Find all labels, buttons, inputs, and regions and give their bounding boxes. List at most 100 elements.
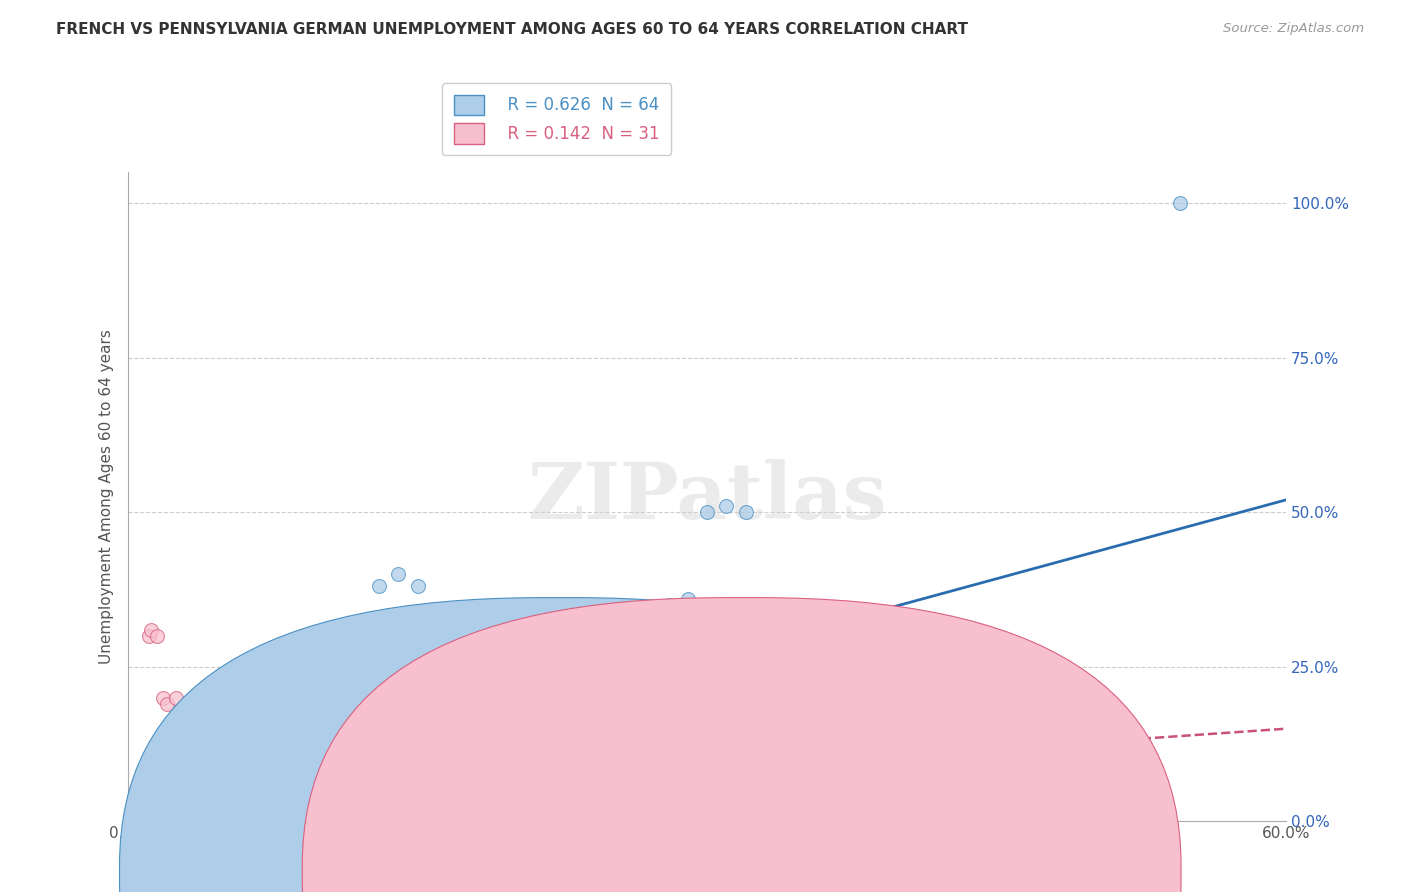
Point xyxy=(136,789,159,804)
Point xyxy=(122,802,145,816)
Point xyxy=(146,777,169,791)
Point xyxy=(122,796,145,810)
Point xyxy=(125,808,148,822)
Point xyxy=(131,796,153,810)
Text: Pennsylvania Germans: Pennsylvania Germans xyxy=(714,857,889,872)
Point xyxy=(188,734,211,748)
Point xyxy=(657,598,679,612)
Point xyxy=(142,783,165,797)
Point xyxy=(141,796,163,810)
Point xyxy=(209,734,232,748)
Point xyxy=(153,771,176,785)
Point xyxy=(136,783,159,797)
Point xyxy=(120,808,142,822)
Point xyxy=(128,796,150,810)
Point xyxy=(141,777,163,791)
Point xyxy=(135,789,157,804)
Text: French: French xyxy=(579,857,630,872)
Point xyxy=(156,697,179,711)
Point xyxy=(131,802,153,816)
Point xyxy=(135,802,157,816)
Point xyxy=(214,764,236,779)
Point xyxy=(125,789,148,804)
Point xyxy=(125,802,148,816)
Point xyxy=(127,802,149,816)
Point xyxy=(143,783,166,797)
Point xyxy=(146,789,169,804)
Point xyxy=(156,777,179,791)
Point xyxy=(135,796,157,810)
Point xyxy=(162,764,184,779)
Point xyxy=(184,740,207,755)
Point xyxy=(121,802,143,816)
Point xyxy=(120,796,142,810)
Point xyxy=(128,789,150,804)
Point xyxy=(122,808,145,822)
Point xyxy=(368,579,391,593)
Point xyxy=(142,789,165,804)
Point xyxy=(204,783,226,797)
Point xyxy=(132,789,155,804)
Point xyxy=(174,764,197,779)
Point xyxy=(224,789,246,804)
Y-axis label: Unemployment Among Ages 60 to 64 years: Unemployment Among Ages 60 to 64 years xyxy=(100,329,114,665)
Point xyxy=(141,623,163,637)
Point xyxy=(169,753,191,767)
Text: FRENCH VS PENNSYLVANIA GERMAN UNEMPLOYMENT AMONG AGES 60 TO 64 YEARS CORRELATION: FRENCH VS PENNSYLVANIA GERMAN UNEMPLOYME… xyxy=(56,22,969,37)
Point xyxy=(127,789,149,804)
Legend:   R = 0.626  N = 64,   R = 0.142  N = 31: R = 0.626 N = 64, R = 0.142 N = 31 xyxy=(441,83,671,155)
Point xyxy=(224,728,246,742)
Text: ZIPatlas: ZIPatlas xyxy=(527,458,887,535)
Point xyxy=(121,802,143,816)
Point xyxy=(132,796,155,810)
Point xyxy=(120,802,142,816)
Point xyxy=(174,753,197,767)
Point xyxy=(387,567,409,582)
Point xyxy=(128,802,150,816)
Point xyxy=(125,796,148,810)
Point xyxy=(1168,196,1191,211)
Point xyxy=(159,771,181,785)
Point xyxy=(128,796,150,810)
Point xyxy=(179,747,201,761)
Point xyxy=(121,808,143,822)
Point xyxy=(131,802,153,816)
Point xyxy=(132,796,155,810)
Point xyxy=(127,802,149,816)
Point xyxy=(349,678,371,692)
Point xyxy=(121,789,143,804)
Point xyxy=(138,629,160,643)
Point xyxy=(127,796,149,810)
Point xyxy=(152,690,174,705)
Point xyxy=(184,771,207,785)
Text: Source: ZipAtlas.com: Source: ZipAtlas.com xyxy=(1223,22,1364,36)
Point xyxy=(135,789,157,804)
Point xyxy=(150,771,173,785)
Point xyxy=(214,722,236,736)
Point xyxy=(136,796,159,810)
Point xyxy=(204,728,226,742)
Point xyxy=(194,777,217,791)
Point xyxy=(198,734,221,748)
Point xyxy=(131,789,153,804)
Point xyxy=(138,783,160,797)
Point xyxy=(716,499,738,513)
Point xyxy=(889,690,911,705)
Point xyxy=(166,759,188,773)
Point xyxy=(146,629,169,643)
Point xyxy=(242,728,264,742)
Point xyxy=(676,591,699,606)
Point xyxy=(696,505,718,519)
Point xyxy=(122,796,145,810)
Point xyxy=(406,579,429,593)
Point xyxy=(194,740,217,755)
Point xyxy=(734,505,756,519)
Point xyxy=(166,690,188,705)
Point xyxy=(233,715,256,730)
Point xyxy=(152,777,174,791)
Point xyxy=(136,796,159,810)
Point xyxy=(121,796,143,810)
Point xyxy=(122,802,145,816)
Point xyxy=(138,789,160,804)
Point xyxy=(148,783,170,797)
